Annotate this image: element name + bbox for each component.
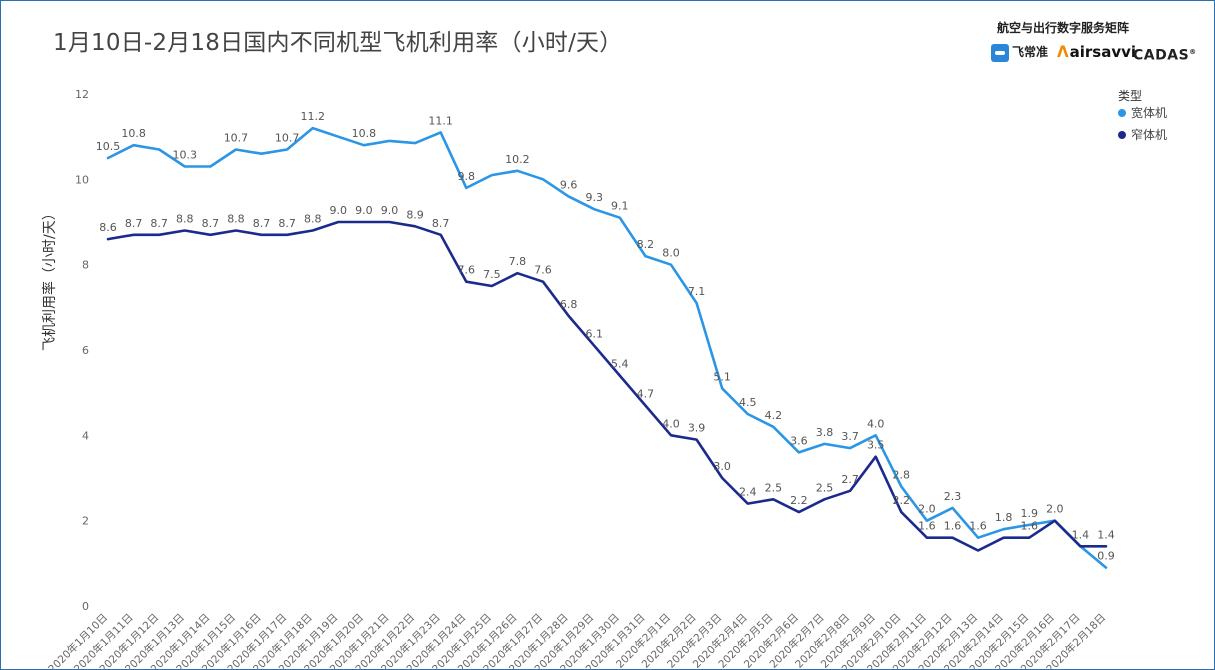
narrowbody-data-label: 2.2: [790, 494, 808, 507]
narrowbody-data-label: 3.9: [688, 422, 706, 435]
narrowbody-data-label: 8.6: [99, 221, 117, 234]
narrowbody-data-label: 6.1: [585, 328, 603, 341]
narrowbody-data-label: 2.4: [739, 486, 757, 499]
widebody-data-label: 4.0: [867, 417, 885, 430]
narrowbody-data-label: 1.4: [1072, 528, 1090, 541]
legend-narrowbody-dot-icon: [1118, 131, 1126, 139]
brand-matrix-title: 航空与出行数字服务矩阵: [997, 21, 1130, 35]
widebody-data-label: 10.7: [224, 131, 249, 144]
widebody-data-label: 10.8: [352, 127, 377, 140]
narrowbody-data-label: 2.2: [893, 494, 911, 507]
widebody-data-label: 2.0: [1046, 503, 1064, 516]
legend-item-widebody[interactable]: 宽体机: [1118, 105, 1167, 121]
widebody-data-label: 4.2: [765, 409, 783, 422]
widebody-data-label: 9.1: [611, 200, 629, 213]
narrowbody-data-label: 9.0: [355, 204, 373, 217]
narrowbody-data-label: 4.0: [662, 417, 680, 430]
narrowbody-data-label: 9.0: [330, 204, 348, 217]
widebody-data-label: 3.6: [790, 434, 808, 447]
y-tick-label: 8: [82, 259, 89, 272]
widebody-data-label: 2.0: [918, 503, 936, 516]
y-tick-label: 0: [82, 600, 89, 613]
widebody-data-label: 3.8: [816, 426, 834, 439]
narrowbody-data-label: 8.7: [202, 217, 220, 230]
airsavvi-logo-text: airsavvi: [1069, 43, 1137, 61]
widebody-data-label: 10.5: [96, 140, 121, 153]
narrowbody-data-label: 2.5: [816, 481, 834, 494]
feichangzhun-logo: 飞常准: [991, 41, 1048, 63]
widebody-data-label: 2.8: [893, 469, 911, 482]
narrowbody-data-label: 8.7: [432, 217, 450, 230]
widebody-data-label: 10.3: [173, 149, 198, 162]
widebody-series-line: [106, 126, 1108, 569]
airsavvi-logo: ᐱairsavvi: [1057, 41, 1136, 63]
plane-icon: [991, 43, 1009, 62]
narrowbody-data-label: 2.7: [841, 473, 859, 486]
narrowbody-data-label: 1.6: [1020, 520, 1038, 533]
narrowbody-data-label: 7.8: [509, 255, 527, 268]
narrowbody-data-label: 7.5: [483, 268, 501, 281]
narrowbody-data-label: 1.4: [1097, 528, 1115, 541]
narrowbody-data-label: 8.7: [253, 217, 271, 230]
widebody-data-label: 10.8: [121, 127, 146, 140]
legend-narrowbody-label: 窄体机: [1131, 128, 1168, 142]
widebody-data-label: 10.7: [275, 131, 300, 144]
feichangzhun-logo-text: 飞常准: [1012, 45, 1049, 59]
y-tick-label: 2: [82, 515, 89, 528]
widebody-data-label: 1.6: [969, 520, 987, 533]
widebody-data-label: 3.7: [841, 430, 859, 443]
narrowbody-data-label: 8.9: [406, 208, 424, 221]
narrowbody-data-label: 8.7: [150, 217, 168, 230]
narrowbody-data-label: 4.7: [637, 387, 655, 400]
airsavvi-mark-icon: ᐱ: [1057, 43, 1069, 61]
narrowbody-data-label: 7.6: [534, 264, 552, 277]
y-tick-label: 10: [75, 173, 89, 186]
widebody-data-label: 11.2: [300, 110, 325, 123]
narrowbody-data-label: 8.8: [227, 213, 245, 226]
narrowbody-data-label: 8.8: [304, 213, 322, 226]
narrowbody-data-label: 8.7: [278, 217, 296, 230]
cadas-logo-text: CADAS: [1133, 47, 1190, 64]
narrowbody-data-label: 5.4: [611, 358, 629, 371]
widebody-data-label: 1.8: [995, 511, 1013, 524]
widebody-data-label: 5.1: [713, 370, 731, 383]
legend-item-narrowbody[interactable]: 窄体机: [1118, 127, 1167, 143]
legend-widebody-label: 宽体机: [1131, 106, 1168, 120]
narrowbody-data-label: 7.6: [458, 264, 476, 277]
y-tick-label: 6: [82, 344, 89, 357]
narrowbody-data-label: 3.5: [867, 439, 885, 452]
widebody-data-label: 0.9: [1097, 550, 1115, 563]
widebody-data-label: 10.2: [505, 153, 530, 166]
widebody-data-label: 4.5: [739, 396, 757, 409]
cadas-logo: CADAS®: [1133, 47, 1197, 64]
widebody-data-label: 9.8: [458, 170, 476, 183]
y-tick-label: 12: [75, 88, 89, 101]
widebody-data-label: 9.6: [560, 178, 578, 191]
widebody-data-label: 2.3: [944, 490, 962, 503]
narrowbody-data-label: 9.0: [381, 204, 399, 217]
chart-title: 1月10日-2月18日国内不同机型飞机利用率（小时/天）: [53, 30, 623, 56]
widebody-data-label: 11.1: [428, 114, 453, 127]
brand-logos: 飞常准 ᐱairsavvi CADAS®: [991, 41, 1206, 64]
widebody-data-label: 1.9: [1020, 507, 1038, 520]
narrowbody-data-label: 8.8: [176, 213, 194, 226]
narrowbody-data-label: 2.5: [765, 481, 783, 494]
widebody-data-label: 8.2: [637, 238, 655, 251]
legend-title: 类型: [1118, 89, 1143, 103]
narrowbody-data-label: 6.8: [560, 298, 578, 311]
widebody-data-label: 9.3: [585, 191, 603, 204]
narrowbody-series-line: [106, 220, 1108, 552]
narrowbody-data-label: 3.0: [713, 460, 731, 473]
y-tick-label: 4: [82, 429, 89, 442]
legend-widebody-dot-icon: [1118, 109, 1126, 117]
narrowbody-data-label: 8.7: [125, 217, 143, 230]
narrowbody-data-label: 1.6: [944, 520, 962, 533]
narrowbody-data-label: 1.6: [918, 520, 936, 533]
widebody-data-label: 7.1: [688, 285, 706, 298]
widebody-data-label: 8.0: [662, 247, 680, 260]
